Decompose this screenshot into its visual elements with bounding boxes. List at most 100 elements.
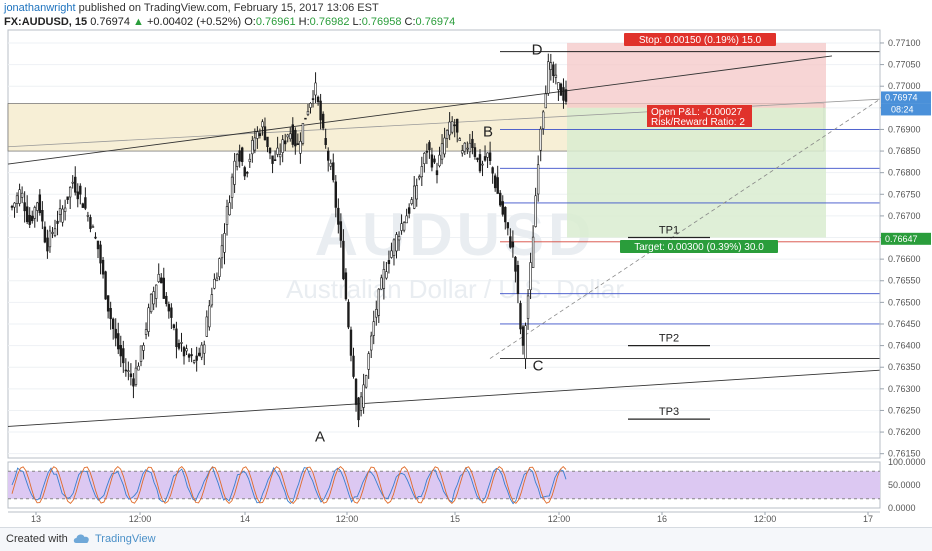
candle-body xyxy=(170,307,173,318)
change-value: +0.00402 (+0.52%) xyxy=(146,16,242,28)
upper-trendline xyxy=(7,55,833,165)
time-tick-label: 12:00 xyxy=(129,514,152,524)
candle-body xyxy=(134,367,138,385)
candle-body xyxy=(321,113,325,129)
price-tick-label: 0.76850 xyxy=(888,146,921,156)
close-label: C: xyxy=(404,16,416,28)
candle-body xyxy=(392,239,396,256)
candle-body xyxy=(390,250,393,258)
price-tick-label: 0.76750 xyxy=(888,189,921,199)
candle-body xyxy=(405,215,408,224)
high-value: 0.76982 xyxy=(309,16,350,28)
candle-body xyxy=(501,201,504,215)
candle-body xyxy=(453,124,456,127)
symbol-watermark: AUDUSD Australian Dollar / U.S. Dollar xyxy=(286,201,624,304)
candle-body xyxy=(258,133,262,137)
candle-body xyxy=(20,192,24,198)
price-tick-label: 0.76550 xyxy=(888,276,921,286)
candle-body xyxy=(478,154,482,172)
pnl-box xyxy=(647,105,752,127)
candle-body xyxy=(28,214,31,225)
candle-body xyxy=(276,147,279,155)
price-tick-label: 0.76700 xyxy=(888,211,921,221)
candle-body xyxy=(397,236,401,241)
candle-body xyxy=(354,378,358,405)
price-tick-label: 0.76500 xyxy=(888,297,921,307)
candle-body xyxy=(79,185,82,195)
candle-body xyxy=(370,335,373,351)
countdown-bg xyxy=(881,103,931,116)
created-with-text: Created with xyxy=(6,533,68,545)
candle-body xyxy=(481,163,484,166)
candle-body xyxy=(529,262,532,291)
lower-trendline xyxy=(7,369,881,427)
target-price-tag-bg xyxy=(881,232,931,245)
price-tick-label: 0.77050 xyxy=(888,60,921,70)
candle-body xyxy=(463,142,467,152)
candle-body xyxy=(233,160,236,185)
candle-body xyxy=(99,244,102,264)
low-label: L: xyxy=(352,16,362,28)
rsi-tick-label: 100.0000 xyxy=(888,457,926,467)
candle-body xyxy=(347,301,350,328)
candles-layer xyxy=(10,53,568,428)
watermark-name: Australian Dollar / U.S. Dollar xyxy=(286,274,624,304)
candle-body xyxy=(456,118,459,133)
candle-body xyxy=(284,140,287,145)
candle-body xyxy=(357,397,360,421)
stop-label: Stop: 0.00150 (0.19%) 15.0 xyxy=(639,35,762,46)
candle-body xyxy=(496,177,499,194)
candle-body xyxy=(46,237,49,252)
candle-body xyxy=(215,277,219,282)
candle-body xyxy=(334,181,337,208)
candle-body xyxy=(152,291,155,305)
candle-body xyxy=(433,158,436,163)
price-axis[interactable]: 0.771000.770500.770000.769500.769000.768… xyxy=(879,30,931,459)
candle-body xyxy=(243,167,246,177)
tradingview-brand[interactable]: TradingView xyxy=(95,533,156,545)
change-up-icon: ▲ xyxy=(133,16,144,28)
price-tick-label: 0.77000 xyxy=(888,81,921,91)
countdown-label: 08:24 xyxy=(891,104,914,114)
open-value: 0.76961 xyxy=(255,16,296,28)
rsi-k-line xyxy=(11,466,567,505)
candle-body xyxy=(31,215,34,222)
symbol-label[interactable]: FX:AUDUSD, 15 xyxy=(4,16,88,28)
candle-body xyxy=(547,61,550,94)
candle-body xyxy=(192,360,196,363)
candle-body xyxy=(425,150,429,153)
target-label: Target: 0.00300 (0.39%) 30.0 xyxy=(634,242,764,253)
stop-label-bg xyxy=(624,33,776,46)
author-link[interactable]: jonathanwright xyxy=(4,2,76,14)
candle-body xyxy=(48,230,52,248)
close-value: 0.76974 xyxy=(415,16,456,28)
candle-body xyxy=(448,121,451,136)
candle-body xyxy=(557,82,560,90)
candle-body xyxy=(473,147,477,157)
candle-body xyxy=(316,96,320,103)
candle-body xyxy=(139,345,143,362)
price-tick-label: 0.77100 xyxy=(888,38,921,48)
target-price-tag: 0.76647 xyxy=(885,234,918,244)
pattern-point-c: C xyxy=(533,358,544,375)
candle-body xyxy=(385,271,388,279)
candle-body xyxy=(119,345,122,357)
chart-labels: TP1 TP2 TP3 A B C D Stop: 0.00150 (0.19%) 15.0 T… xyxy=(315,33,778,446)
candle-body xyxy=(468,142,472,153)
time-tick-label: 12:00 xyxy=(548,514,571,524)
low-value: 0.76958 xyxy=(361,16,402,28)
chart-canvas[interactable]: AUDUSD Australian Dollar / U.S. Dollar T… xyxy=(0,0,932,527)
candle-body xyxy=(387,260,391,265)
chart-header: jonathanwright published on TradingView.… xyxy=(0,0,932,30)
time-axis[interactable]: 13 12:00 14 12:00 15 12:00 16 12:00 17 xyxy=(8,511,880,524)
candle-body xyxy=(362,384,365,408)
candle-body xyxy=(445,130,449,139)
candle-body xyxy=(223,233,226,253)
candle-body xyxy=(41,209,44,222)
candle-body xyxy=(167,304,171,312)
candle-body xyxy=(268,147,272,154)
candle-body xyxy=(263,126,267,141)
price-tick-label: 0.76300 xyxy=(888,384,921,394)
price-tick-label: 0.76250 xyxy=(888,405,921,415)
candle-body xyxy=(349,329,353,356)
